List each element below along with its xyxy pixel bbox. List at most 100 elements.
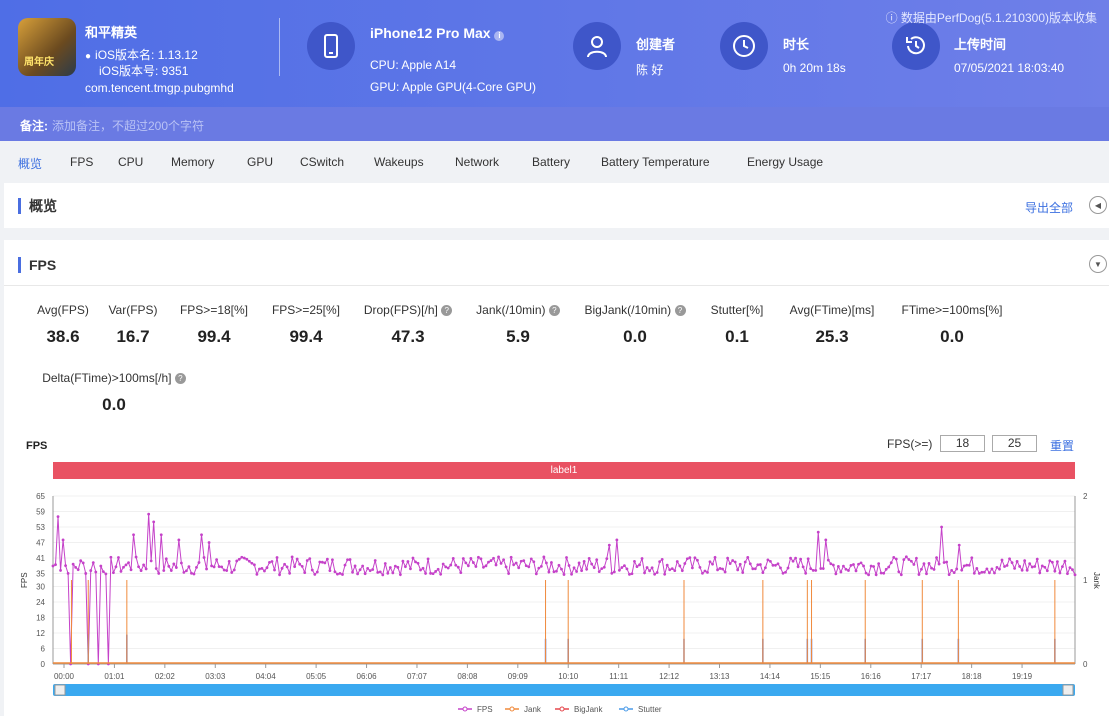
fps-point xyxy=(1003,565,1006,568)
tab-memory[interactable]: Memory xyxy=(171,155,215,169)
fps-point xyxy=(892,556,896,559)
threshold-input-1[interactable]: 18 xyxy=(940,435,985,452)
fps-point xyxy=(998,567,1001,571)
fps-point xyxy=(635,565,639,568)
tab-cpu[interactable]: CPU xyxy=(118,155,144,169)
fps-point xyxy=(122,565,125,569)
label-band[interactable]: label1 xyxy=(53,462,1075,479)
note-bar: 备注: 添加备注，不超过200个字符 xyxy=(0,107,1109,141)
fps-point xyxy=(1033,565,1037,568)
fps-point xyxy=(718,567,722,570)
fps-point xyxy=(607,543,611,547)
fps-point xyxy=(872,565,876,568)
fps-point xyxy=(605,557,609,561)
tab-energy-usage[interactable]: Energy Usage xyxy=(747,155,824,169)
fps-point xyxy=(610,571,614,575)
fps-point xyxy=(940,525,943,529)
fps-point xyxy=(534,572,538,576)
reset-link[interactable]: 重置 xyxy=(1050,439,1075,453)
tab-fps[interactable]: FPS xyxy=(70,155,94,169)
fps-point xyxy=(434,570,438,573)
fps-point xyxy=(960,568,964,572)
clock-icon xyxy=(720,22,768,70)
fps-point xyxy=(794,556,797,560)
tab-network[interactable]: Network xyxy=(455,155,500,169)
fps-point xyxy=(275,556,279,559)
fps-point xyxy=(1030,565,1034,569)
y-tick-label: 18 xyxy=(36,613,45,622)
fps-point xyxy=(877,562,881,566)
fps-point xyxy=(980,570,984,574)
fps-point xyxy=(683,562,687,565)
fps-point xyxy=(373,559,377,562)
fps-point xyxy=(580,569,584,573)
info-icon[interactable]: i xyxy=(494,31,505,41)
export-all-link[interactable]: 导出全部 xyxy=(1024,201,1073,215)
fps-point xyxy=(638,563,641,567)
fps-point xyxy=(1045,569,1049,573)
ios-version-code: iOS版本号: 9351 xyxy=(99,64,189,78)
range-handle-left[interactable] xyxy=(54,684,66,696)
fps-point xyxy=(509,555,513,559)
tab-cswitch[interactable]: CSwitch xyxy=(300,155,345,169)
collapse-left-icon[interactable]: ◀ xyxy=(1089,196,1107,214)
y2-tick-label: 2 xyxy=(1083,492,1088,501)
fps-point xyxy=(514,561,518,565)
fps-point xyxy=(1073,573,1077,577)
x-tick-label: 15:15 xyxy=(810,672,831,681)
fps-point xyxy=(414,560,417,564)
x-tick-label: 04:04 xyxy=(256,672,277,681)
fps-point xyxy=(64,564,67,568)
y-axis-label: FPS xyxy=(20,572,29,588)
fps-point xyxy=(736,568,740,572)
fps-point xyxy=(655,571,659,574)
fps-point xyxy=(449,563,453,567)
fps-point xyxy=(756,563,760,567)
help-icon[interactable]: ? xyxy=(174,373,186,384)
fps-point xyxy=(459,571,463,575)
tab-overview[interactable]: 概览 xyxy=(18,157,43,171)
fps-point xyxy=(456,565,460,569)
fps-point xyxy=(917,573,921,576)
threshold-input-2[interactable]: 25 xyxy=(992,435,1037,452)
help-icon[interactable]: ? xyxy=(674,305,686,316)
fps-point xyxy=(728,562,732,566)
fps-point xyxy=(816,530,820,534)
package-name: com.tencent.tmgp.pubgmhd xyxy=(85,81,234,95)
fps-point xyxy=(977,571,981,575)
fps-point xyxy=(1050,560,1054,564)
x-tick-label: 10:10 xyxy=(558,672,579,681)
duration-label: 时长 xyxy=(783,37,810,52)
legend-label: Jank xyxy=(524,705,542,714)
fps-point xyxy=(149,559,153,563)
fps-point xyxy=(159,533,163,537)
tab-gpu[interactable]: GPU xyxy=(247,155,274,169)
tab-wakeups[interactable]: Wakeups xyxy=(374,155,424,169)
collapse-down-icon[interactable]: ▼ xyxy=(1089,255,1107,273)
fps-point xyxy=(416,561,420,565)
range-handle-right[interactable] xyxy=(1062,684,1074,696)
fps-point xyxy=(363,572,367,576)
fps-point xyxy=(1015,560,1019,563)
tab-battery[interactable]: Battery xyxy=(532,155,571,169)
fps-point xyxy=(751,567,755,571)
fps-point xyxy=(502,558,505,562)
help-icon[interactable]: ? xyxy=(441,305,453,316)
info-circle-icon: ⓘ xyxy=(885,11,898,25)
fps-point xyxy=(1013,566,1016,570)
fps-point xyxy=(920,567,923,571)
x-tick-label: 02:02 xyxy=(155,672,176,681)
fps-point xyxy=(547,570,551,574)
fps-point xyxy=(378,570,382,574)
fps-point xyxy=(753,567,757,571)
help-icon[interactable]: ? xyxy=(548,305,560,316)
fps-point xyxy=(774,563,777,567)
fps-point xyxy=(169,569,173,572)
tab-battery-temperature[interactable]: Battery Temperature xyxy=(601,155,710,169)
note-input[interactable]: 添加备注，不超过200个字符 xyxy=(52,119,205,133)
fps-point xyxy=(552,570,556,574)
fps-point xyxy=(932,568,936,571)
fps-point xyxy=(836,565,840,568)
fps-point xyxy=(834,572,838,576)
